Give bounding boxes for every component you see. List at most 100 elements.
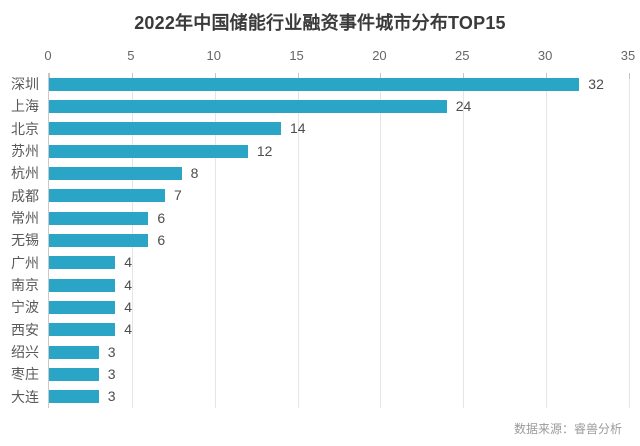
gridline [629, 73, 630, 408]
data-source-label: 数据来源：睿兽分析 [513, 422, 622, 436]
value-label: 4 [124, 254, 133, 271]
category-label: 苏州 [11, 143, 39, 160]
plot-area: 深圳 32 上海 24 北京 14 苏州 12 杭州 8 成都 7 常州 6 无锡 6 广州 4 南京 4 宁波 4 西安 4… [11, 73, 630, 408]
bar-row: 南京 4 [11, 274, 629, 296]
axis-tick [49, 73, 50, 79]
bar-wrap: 8 [49, 162, 629, 184]
x-axis-tick-label: 30 [537, 48, 553, 63]
gridline [463, 73, 465, 408]
x-axis-tick-label: 5 [127, 48, 135, 63]
bar-row: 广州 4 [11, 252, 629, 274]
category-label: 上海 [11, 98, 39, 115]
bar-row: 杭州 8 [11, 162, 629, 184]
category-label: 常州 [11, 210, 39, 227]
bar-row: 西安 4 [11, 319, 629, 341]
axis-tick [131, 73, 133, 79]
value-label: 24 [455, 97, 472, 114]
bar [49, 77, 580, 91]
bar [49, 256, 116, 270]
axis-tick [629, 73, 630, 79]
bar-row: 大连 3 [11, 386, 629, 408]
value-label: 4 [124, 321, 133, 338]
value-label: 14 [290, 120, 306, 137]
bar-wrap: 7 [49, 185, 629, 207]
bar [49, 300, 116, 314]
bar [49, 122, 281, 136]
category-label: 大连 [11, 388, 39, 405]
category-label: 成都 [11, 187, 39, 204]
bar-row: 北京 14 [11, 118, 629, 140]
bar-row: 苏州 12 [11, 140, 629, 162]
bar-wrap: 32 [49, 73, 629, 95]
bar-wrap: 4 [49, 319, 629, 341]
value-label: 7 [174, 187, 182, 204]
axis-tick [380, 73, 382, 79]
value-label: 6 [157, 231, 166, 248]
axis-tick [297, 73, 299, 79]
bar [49, 367, 99, 381]
value-label: 12 [256, 142, 273, 159]
bar-row: 常州 6 [11, 207, 629, 229]
gridline [546, 73, 548, 408]
bar-row: 无锡 6 [11, 229, 629, 251]
bar [49, 345, 99, 359]
category-label: 西安 [11, 321, 39, 338]
category-label: 枣庄 [11, 366, 39, 383]
bar [49, 323, 116, 337]
x-axis-tick-label: 15 [289, 48, 304, 63]
bar [49, 189, 165, 203]
category-label: 无锡 [11, 232, 39, 249]
x-axis-tick-label: 10 [206, 48, 221, 63]
value-label: 6 [157, 209, 166, 226]
bar-wrap: 3 [49, 341, 629, 363]
bar [49, 390, 99, 404]
bar [49, 166, 182, 180]
gridline [380, 73, 382, 408]
bar-row: 上海 24 [11, 95, 629, 117]
category-label: 深圳 [11, 76, 39, 93]
bar-wrap: 4 [49, 296, 629, 318]
value-label: 4 [124, 276, 133, 293]
bar-wrap: 12 [49, 140, 629, 162]
bar-wrap: 3 [49, 363, 629, 385]
category-label: 南京 [11, 277, 39, 294]
bar-wrap: 4 [49, 274, 629, 296]
gridline [214, 73, 216, 408]
value-label: 8 [190, 164, 199, 181]
bar [49, 144, 248, 158]
chart-title: 2022年中国储能行业融资事件城市分布TOP15 [134, 13, 506, 33]
value-label: 3 [107, 343, 116, 360]
x-axis: 0 5 10 15 20 25 30 35 [44, 48, 635, 66]
category-label: 绍兴 [11, 344, 39, 361]
bar [49, 278, 116, 292]
axis-tick [214, 73, 216, 79]
category-label: 宁波 [11, 299, 39, 316]
bar-row: 深圳 32 [11, 73, 629, 95]
bar-row: 绍兴 3 [11, 341, 629, 363]
x-axis-tick-label: 20 [372, 48, 387, 63]
category-label: 北京 [11, 120, 39, 137]
bar [49, 211, 149, 225]
x-axis-tick-label: 25 [455, 48, 470, 63]
x-axis-tick-label: 35 [620, 48, 636, 63]
axis-tick [546, 73, 548, 79]
bar-row: 成都 7 [11, 185, 629, 207]
bar-row: 宁波 4 [11, 296, 629, 318]
bar-wrap: 6 [49, 207, 629, 229]
category-label: 杭州 [11, 165, 39, 182]
bar-wrap: 4 [49, 252, 629, 274]
bar-row: 枣庄 3 [11, 363, 629, 385]
bar-wrap: 6 [49, 229, 629, 251]
x-axis-tick-label: 0 [44, 48, 52, 63]
bar-wrap: 3 [49, 386, 629, 408]
value-label: 3 [107, 388, 116, 405]
gridline [297, 73, 299, 408]
category-label: 广州 [11, 254, 39, 271]
bar-wrap: 14 [49, 118, 629, 140]
bar [49, 99, 447, 113]
bar [49, 233, 149, 247]
value-label: 4 [124, 298, 133, 315]
value-label: 32 [588, 75, 604, 92]
value-label: 3 [107, 365, 116, 382]
